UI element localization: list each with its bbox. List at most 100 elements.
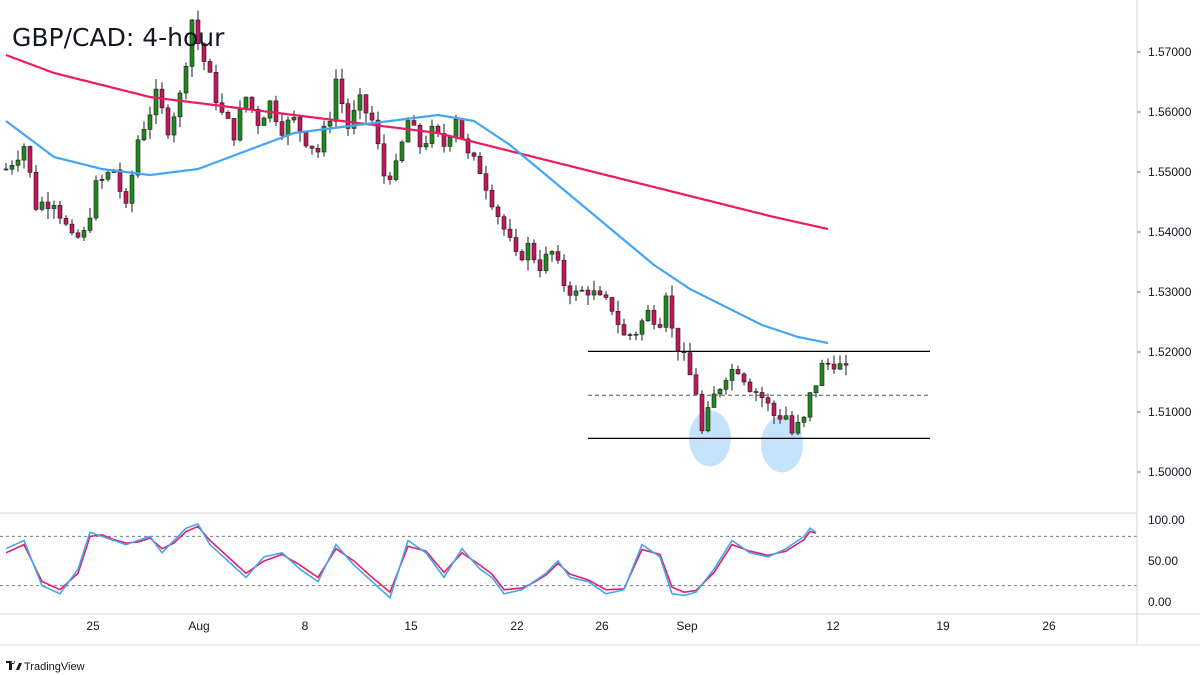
candle bbox=[207, 58, 213, 73]
candle bbox=[807, 391, 813, 422]
candle bbox=[147, 106, 153, 139]
candle bbox=[741, 372, 747, 386]
candle bbox=[585, 286, 591, 305]
candle bbox=[9, 160, 15, 175]
candle bbox=[801, 416, 807, 428]
candle bbox=[225, 110, 231, 119]
candle bbox=[789, 411, 795, 436]
candle bbox=[51, 200, 57, 219]
date-tick-label: 22 bbox=[510, 619, 524, 633]
chart-title: GBP/CAD: 4-hour bbox=[12, 23, 225, 52]
candle bbox=[633, 331, 639, 341]
stoch-k-line bbox=[5, 523, 817, 600]
candle bbox=[165, 104, 171, 139]
candle bbox=[747, 378, 753, 393]
candle bbox=[531, 239, 537, 264]
candle bbox=[63, 215, 69, 226]
candle bbox=[303, 131, 309, 149]
date-tick-label: 19 bbox=[936, 619, 950, 633]
candle bbox=[399, 140, 405, 163]
candle bbox=[825, 358, 831, 370]
candle bbox=[3, 162, 9, 171]
price-tick-label: 1.55000 bbox=[1148, 165, 1192, 179]
candle bbox=[429, 119, 435, 148]
candle bbox=[639, 318, 645, 341]
candle bbox=[273, 95, 279, 127]
candle bbox=[261, 116, 267, 126]
tradingview-brand-label: TradingView bbox=[24, 661, 85, 673]
candle bbox=[525, 236, 531, 271]
candle bbox=[489, 184, 495, 210]
candle bbox=[537, 249, 543, 278]
candle bbox=[21, 143, 27, 169]
candle bbox=[777, 408, 783, 424]
candle bbox=[75, 229, 81, 239]
candle bbox=[699, 390, 705, 435]
candle bbox=[279, 113, 285, 141]
candle bbox=[123, 187, 129, 209]
candle bbox=[459, 118, 465, 140]
candle bbox=[687, 342, 693, 376]
candle bbox=[693, 368, 699, 395]
candle bbox=[57, 200, 63, 225]
candle bbox=[843, 354, 849, 376]
price-tick-label: 1.56000 bbox=[1148, 105, 1192, 119]
price-tick-label: 1.54000 bbox=[1148, 225, 1192, 239]
candle bbox=[471, 151, 477, 161]
candle bbox=[87, 208, 93, 233]
stoch-tick-label: 50.00 bbox=[1148, 554, 1178, 568]
candle bbox=[351, 100, 357, 135]
candle bbox=[729, 363, 735, 391]
candle bbox=[105, 170, 111, 182]
candle bbox=[519, 249, 525, 262]
date-tick-label: 25 bbox=[86, 619, 100, 633]
candle bbox=[717, 387, 723, 398]
candle bbox=[381, 134, 387, 184]
candle bbox=[627, 332, 633, 341]
candle bbox=[831, 355, 837, 374]
candle bbox=[309, 145, 315, 155]
candle bbox=[555, 244, 561, 264]
candle bbox=[621, 318, 627, 336]
tradingview-logo: TradingView bbox=[6, 661, 85, 673]
price-tick-label: 1.51000 bbox=[1148, 405, 1192, 419]
ma-slow-line bbox=[5, 53, 829, 231]
candle bbox=[213, 64, 219, 111]
stoch-d-line bbox=[5, 525, 817, 594]
tradingview-logo-icon bbox=[6, 661, 22, 670]
candle bbox=[609, 296, 615, 316]
candle bbox=[711, 386, 717, 408]
candle bbox=[615, 300, 621, 334]
candle bbox=[411, 114, 417, 126]
stochastic-pane bbox=[0, 523, 1137, 600]
date-tick-label: 15 bbox=[404, 619, 418, 633]
candle bbox=[357, 87, 363, 120]
candle bbox=[177, 90, 183, 128]
price-tick-label: 1.50000 bbox=[1148, 465, 1192, 479]
candle bbox=[765, 393, 771, 412]
candle bbox=[39, 196, 45, 212]
candle bbox=[327, 111, 333, 134]
candle bbox=[99, 174, 105, 189]
date-tick-label: Sep bbox=[676, 619, 698, 633]
price-tick-label: 1.52000 bbox=[1148, 345, 1192, 359]
candle bbox=[69, 219, 75, 236]
candle bbox=[33, 165, 39, 212]
candle bbox=[579, 285, 585, 292]
candle bbox=[723, 377, 729, 395]
candle bbox=[465, 133, 471, 159]
price-tick-label: 1.53000 bbox=[1148, 285, 1192, 299]
candle bbox=[345, 98, 351, 137]
candle bbox=[153, 79, 159, 125]
candle bbox=[45, 191, 51, 220]
candle bbox=[375, 111, 381, 150]
candle bbox=[651, 305, 657, 330]
candle bbox=[417, 123, 423, 154]
price-tick-label: 1.57000 bbox=[1148, 45, 1192, 59]
candle bbox=[219, 93, 225, 115]
candle bbox=[81, 226, 87, 241]
candle bbox=[189, 19, 195, 77]
candle bbox=[669, 285, 675, 338]
candle bbox=[591, 280, 597, 300]
